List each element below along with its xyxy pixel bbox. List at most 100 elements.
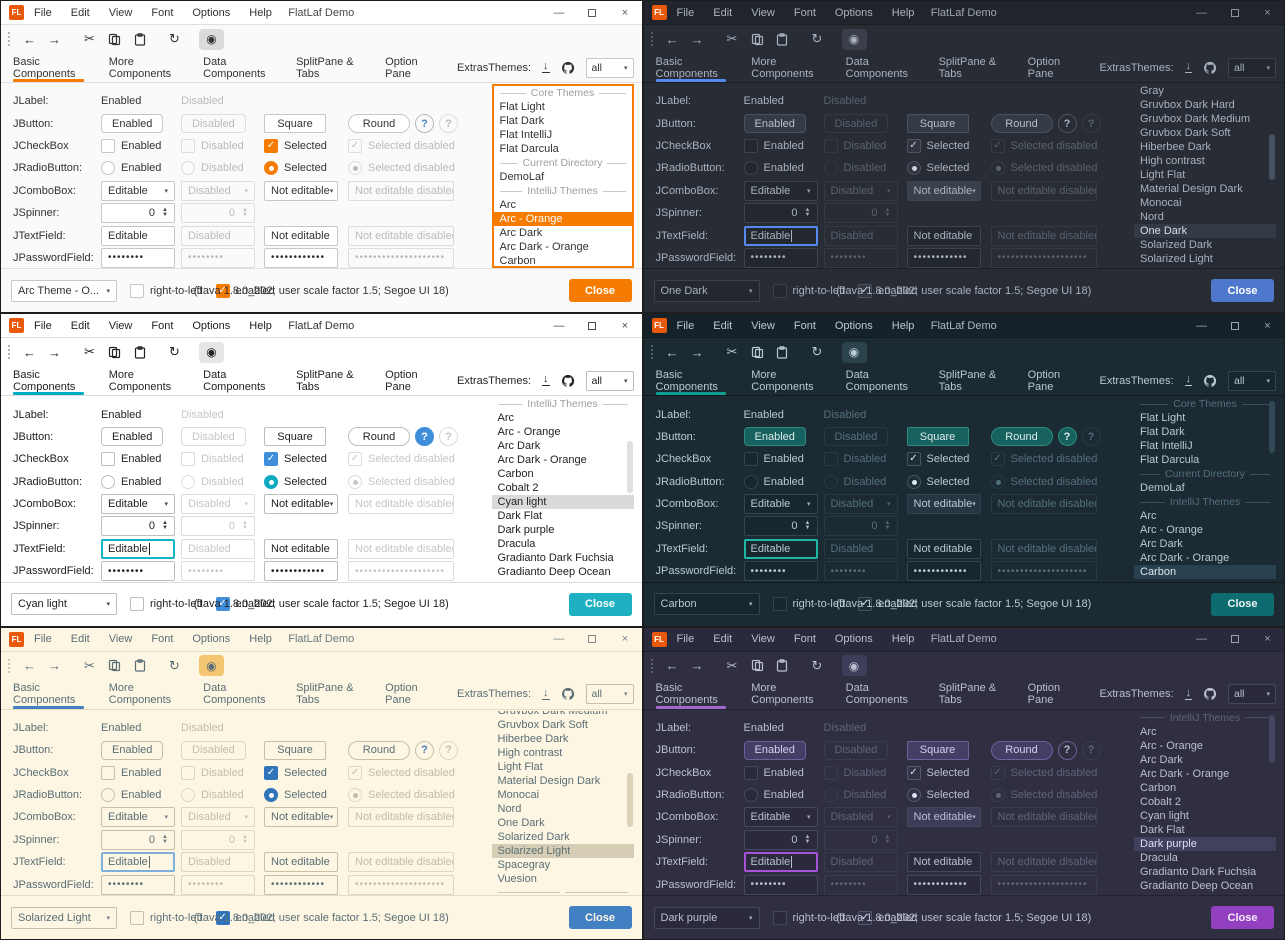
theme-list-item[interactable]: Material Design Dark [497,774,601,787]
minimize-button[interactable]: — [553,633,565,646]
jspinner-enabled[interactable]: 0 ▲ ▼ [743,516,818,537]
theme-list-item[interactable]: Arc Dark - Orange [1140,767,1230,780]
jradiobutton-disabled[interactable]: Disabled [181,161,264,176]
enabled-checkbox[interactable]: ✓ enabled [858,910,917,925]
jcheckbox-selected-disabled[interactable]: ✓ Selected disabled [990,138,1135,153]
jpasswordfield-3[interactable]: •••••••••••• [906,247,981,268]
jcheckbox-enabled[interactable]: Enabled [743,138,824,153]
paste-icon[interactable] [129,342,150,362]
themes-filter-combobox[interactable]: all ▾ [585,684,634,705]
download-themes-icon[interactable]: ↓ [542,60,550,73]
toolbar-grip[interactable] [7,657,11,674]
back-icon[interactable]: ← [23,344,36,360]
cut-icon[interactable]: ✂ [84,31,95,46]
theme-list-item[interactable]: Arc Dark - Orange [499,241,589,253]
menu-item-edit[interactable]: Edit [713,633,733,646]
menu-item-view[interactable]: View [108,6,133,19]
theme-list-item[interactable]: Gradianto Dark Fuchsia [497,552,614,565]
theme-list-item-selected[interactable]: Arc - Orange [493,212,632,226]
help-button[interactable]: ? [1057,114,1077,134]
jradiobutton-disabled[interactable]: Disabled [181,788,264,803]
tab-extras[interactable]: Extras [457,374,489,387]
menu-item-font[interactable]: Font [151,633,174,646]
menu-item-edit[interactable]: Edit [713,319,733,332]
close-window-button[interactable]: × [1264,319,1271,332]
theme-list-item-selected[interactable]: Cyan light [491,495,634,510]
jbutton-round-button[interactable]: Round [990,740,1053,760]
menu-item-help[interactable]: Help [891,319,915,332]
theme-list-item[interactable]: Cobalt 2 [1140,795,1181,808]
jspinner-enabled[interactable]: 0 ▲ ▼ [101,203,175,224]
theme-combobox[interactable]: Carbon ▾ [653,593,760,616]
jcheckbox-enabled[interactable]: Enabled [743,765,824,780]
jradiobutton-selected-disabled[interactable]: Selected disabled [348,474,492,489]
theme-list-item[interactable]: Arc [499,199,517,211]
minimize-button[interactable]: — [1196,319,1207,332]
tab-data-components[interactable]: Data Components [845,368,908,393]
close-button[interactable]: Close [1211,279,1274,303]
theme-list-item[interactable]: Hiberbee Dark [1140,141,1211,153]
theme-list-item[interactable]: Material Design Dark [1140,183,1243,195]
theme-list-item[interactable]: Gruvbox Dark Hard [1140,99,1235,111]
spinner-arrows-icon[interactable]: ▲ ▼ [805,520,811,531]
close-button[interactable]: Close [568,906,632,929]
themes-list[interactable]: IntelliJ Themes Arc Arc - Orange Arc Dark Ar… [491,397,634,582]
menu-item-file[interactable]: File [676,6,695,19]
jbutton-enabled-button[interactable]: Enabled [743,114,806,134]
jtextfield-not-editable[interactable]: Not editable [906,852,981,873]
jcheckbox-selected[interactable]: ✓ Selected [906,765,991,780]
theme-list-item[interactable]: DemoLaf [1140,482,1185,495]
tab-more-components[interactable]: More Components [108,682,172,707]
jcheckbox-selected-disabled[interactable]: ✓ Selected disabled [990,452,1135,467]
theme-list-item[interactable]: Arc Dark [497,440,541,453]
jbutton-square-button[interactable]: Square [264,427,326,447]
menu-item-file[interactable]: File [34,6,52,19]
jtextfield-editable[interactable]: Editable [743,225,818,246]
tab-more-components[interactable]: More Components [751,368,814,393]
jbutton-square-button[interactable]: Square [906,427,969,447]
jtextfield-editable[interactable]: Editable [743,852,818,873]
tab-more-components[interactable]: More Components [751,682,814,707]
right-to-left-checkbox[interactable]: right-to-left [130,597,203,612]
menu-item-options[interactable]: Options [834,6,873,19]
enabled-checkbox[interactable]: ✓ enabled [215,283,275,298]
theme-list-item[interactable]: Dark Flat [497,510,543,523]
themes-list[interactable]: IntelliJ Themes Arc Arc - Orange Arc Dark Ar… [1134,710,1276,895]
jcheckbox-selected-disabled[interactable]: ✓ Selected disabled [348,765,492,780]
theme-list-item[interactable]: Gruvbox Dark Medium [497,710,608,717]
jradiobutton-selected[interactable]: Selected [264,788,348,803]
theme-list-item[interactable]: Arc Dark - Orange [497,454,587,467]
spin-up-icon[interactable]: ▲ [804,833,811,840]
jbutton-round-button[interactable]: Round [348,427,410,447]
menu-item-edit[interactable]: Edit [713,6,733,19]
forward-icon[interactable]: → [690,344,704,360]
jradiobutton-selected[interactable]: Selected [906,161,991,176]
refresh-icon[interactable]: ↻ [169,344,180,360]
themes-filter-combobox[interactable]: all ▾ [585,370,634,391]
theme-list-item[interactable]: Flat IntelliJ [499,129,553,141]
show-hidden-eye-toggle[interactable]: ◉ [841,28,867,50]
jbutton-round-button[interactable]: Round [348,740,410,760]
theme-list-item[interactable]: Gradianto Deep Ocean [1140,879,1254,892]
tab-extras[interactable]: Extras [1099,688,1131,701]
maximize-button[interactable] [1218,628,1251,651]
themes-list[interactable]: Gruvbox Dark Medium Gruvbox Dark Soft Hibe… [491,710,634,895]
jcombobox-editable[interactable]: Editable ▾ [101,180,175,201]
jradiobutton-selected-disabled[interactable]: Selected disabled [990,788,1135,803]
help-button[interactable]: ? [415,740,434,760]
forward-icon[interactable]: → [48,344,61,360]
close-window-button[interactable]: × [621,633,629,646]
menu-item-view[interactable]: View [751,633,775,646]
theme-list-item[interactable]: Arc - Orange [497,426,561,439]
jradiobutton-selected-disabled[interactable]: Selected disabled [990,474,1135,489]
close-window-button[interactable]: × [1264,633,1271,646]
jspinner-enabled[interactable]: 0 ▲ ▼ [743,829,818,850]
github-icon[interactable] [1203,61,1217,75]
jradiobutton-selected-disabled[interactable]: Selected disabled [990,161,1135,176]
jradiobutton-selected[interactable]: Selected [906,474,991,489]
jcheckbox-selected-disabled[interactable]: ✓ Selected disabled [348,452,492,467]
minimize-button[interactable]: — [1196,6,1207,19]
show-hidden-eye-toggle[interactable]: ◉ [841,655,867,677]
tab-extras[interactable]: Extras [1099,61,1131,74]
theme-list-item[interactable]: Arc Dark - Orange [1140,552,1230,565]
